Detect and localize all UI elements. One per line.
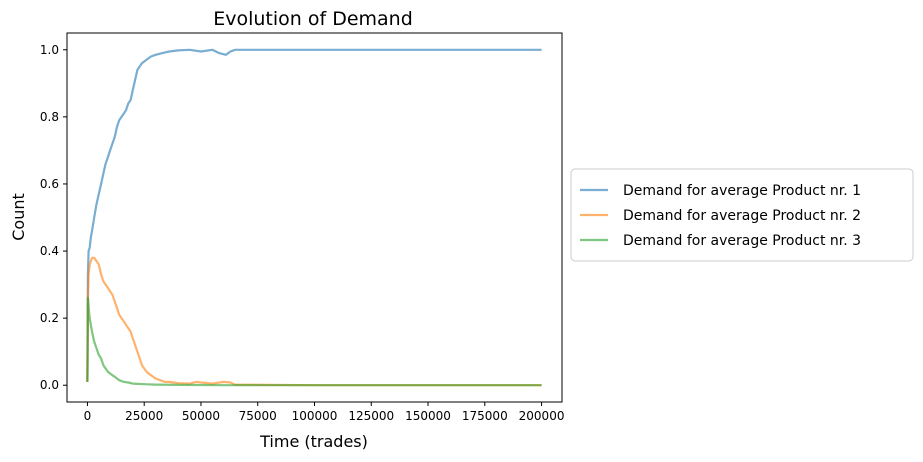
x-tick-label: 175000 xyxy=(462,409,508,423)
chart-title: Evolution of Demand xyxy=(213,8,413,30)
plot-area xyxy=(66,32,563,403)
y-tick-label: 1.0 xyxy=(40,43,59,57)
x-tick-label: 50000 xyxy=(182,409,220,423)
x-tick-label: 200000 xyxy=(519,409,565,423)
series-line-3 xyxy=(86,296,542,387)
x-tick-label: 25000 xyxy=(125,409,163,423)
x-axis: 0 25000 50000 75000 100000 125000 150000 175000… xyxy=(84,402,565,423)
y-tick-label: 0.4 xyxy=(40,244,59,258)
y-tick-label: 0.0 xyxy=(40,378,59,392)
x-tick-label: 150000 xyxy=(405,409,451,423)
x-tick-label: 125000 xyxy=(348,409,394,423)
y-axis-title: Count xyxy=(9,193,28,241)
legend-label-1: Demand for average Product nr. 1 xyxy=(623,183,861,199)
y-tick-label: 0.6 xyxy=(40,177,59,191)
x-tick-label: 0 xyxy=(84,409,92,423)
legend-label-2: Demand for average Product nr. 2 xyxy=(623,208,861,224)
y-tick-label: 0.2 xyxy=(40,311,59,325)
x-tick-label: 75000 xyxy=(239,409,277,423)
series-line-1 xyxy=(86,48,542,382)
legend-frame xyxy=(570,168,914,262)
y-tick-label: 0.8 xyxy=(40,110,59,124)
legend-label-3: Demand for average Product nr. 3 xyxy=(623,233,861,249)
legend: Demand for average Product nr. 1 Demand f… xyxy=(570,168,914,262)
x-tick-label: 100000 xyxy=(292,409,338,423)
y-axis: 0.0 0.2 0.4 0.6 0.8 1.0 xyxy=(40,43,67,392)
series-line-2 xyxy=(86,256,542,387)
plot-lines xyxy=(86,48,542,387)
x-axis-title: Time (trades) xyxy=(259,432,368,451)
